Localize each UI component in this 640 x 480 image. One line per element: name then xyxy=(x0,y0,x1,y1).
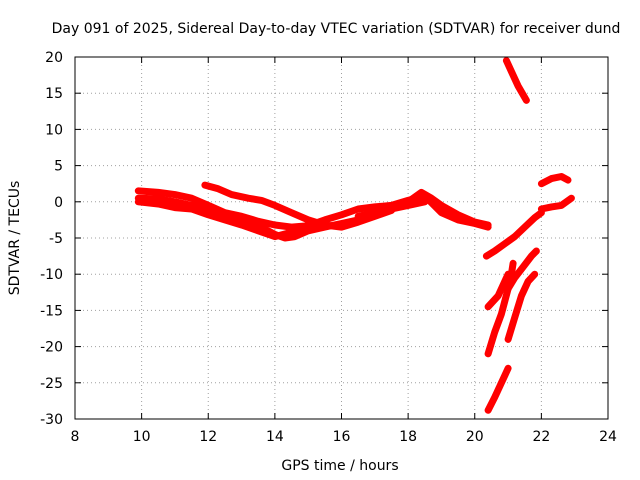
x-tick-label: 14 xyxy=(266,429,284,445)
data-series-trace-5 xyxy=(354,188,492,229)
data-series-trace-14 xyxy=(537,194,575,213)
x-tick-label: 20 xyxy=(466,429,484,445)
x-tick-label: 10 xyxy=(133,429,151,445)
y-tick-label: -15 xyxy=(40,303,63,319)
x-tick-label: 22 xyxy=(532,429,550,445)
y-tick-label: -30 xyxy=(40,412,63,428)
y-tick-label: 10 xyxy=(45,122,63,138)
data-series-trace-13 xyxy=(537,173,572,188)
axis-ticks: 8 10 12 14 16 18 20 22 24 20 15 10 5 0 -5 -10 -15 -20 -25 -… xyxy=(40,50,617,445)
y-tick-label: 20 xyxy=(45,50,63,66)
data-series-trace-8 xyxy=(484,259,517,358)
data-series-trace-10 xyxy=(504,270,539,343)
data-series-trace-3 xyxy=(201,181,395,231)
y-tick-label: 5 xyxy=(54,159,63,175)
x-tick-label: 16 xyxy=(333,429,351,445)
data-series-trace-11 xyxy=(504,247,540,293)
data-series-trace-12 xyxy=(502,57,530,104)
x-tick-label: 24 xyxy=(599,429,617,445)
data-series-trace-9 xyxy=(484,364,512,414)
data-series-trace-4 xyxy=(134,198,312,241)
data-series-trace-6 xyxy=(482,209,545,260)
x-axis-title: GPS time / hours xyxy=(281,458,398,474)
chart-title: Day 091 of 2025, Sidereal Day-to-day VTE… xyxy=(52,21,621,37)
y-tick-label: -25 xyxy=(40,376,63,392)
x-tick-label: 18 xyxy=(399,429,417,445)
x-tick-label: 8 xyxy=(71,429,80,445)
grid xyxy=(75,57,608,419)
data-series-trace-7 xyxy=(484,270,512,311)
y-tick-label: -10 xyxy=(40,267,63,283)
x-tick-label: 12 xyxy=(199,429,217,445)
y-tick-label: -5 xyxy=(49,231,63,247)
y-tick-label: -20 xyxy=(40,340,63,356)
y-tick-label: 0 xyxy=(54,195,63,211)
y-axis-title: SDTVAR / TECUs xyxy=(7,181,23,296)
y-tick-label: 15 xyxy=(45,86,63,102)
plot-area xyxy=(134,57,575,414)
